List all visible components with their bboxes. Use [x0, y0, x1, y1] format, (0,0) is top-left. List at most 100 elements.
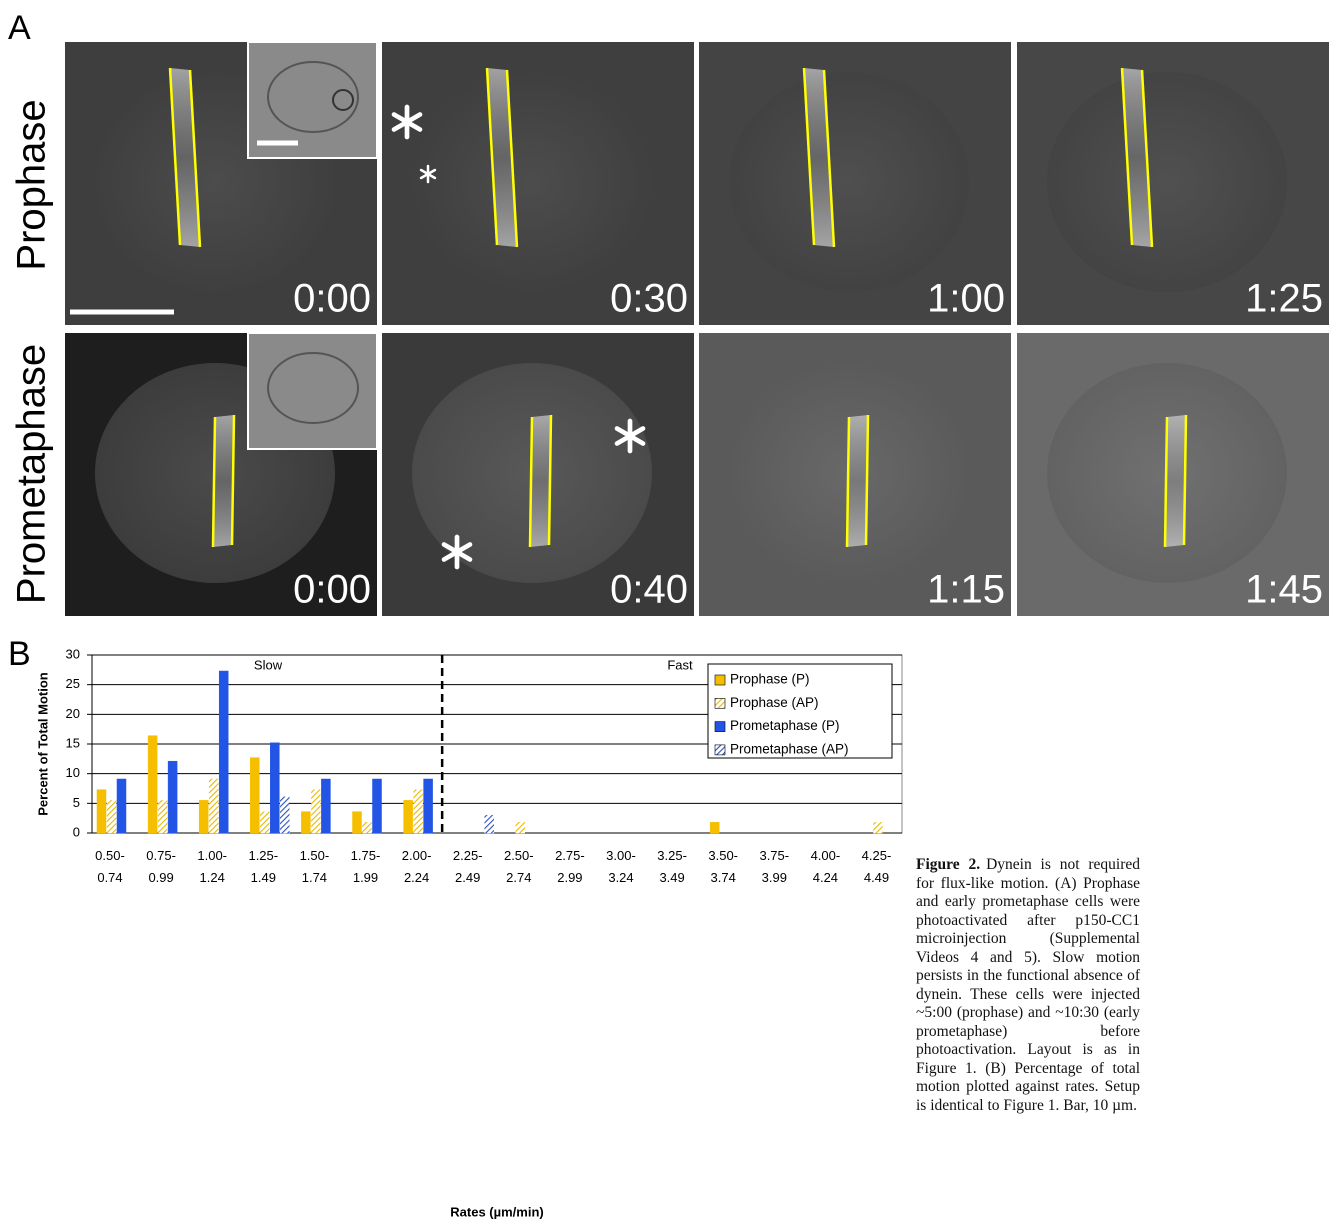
asterisk: [419, 164, 437, 184]
bar: [403, 800, 413, 834]
yellow-line: [802, 67, 816, 246]
spindle: [530, 415, 551, 547]
y-tick-label: 0: [73, 824, 80, 839]
timestamp: 1:45: [1245, 568, 1323, 612]
bar: [311, 789, 321, 834]
bar: [301, 811, 311, 834]
y-tick-label: 5: [73, 795, 80, 810]
x-tick-label: 3.50-3.74: [708, 848, 738, 885]
x-tick-label: 0.75-0.99: [146, 848, 176, 885]
cell-glow: [1047, 72, 1287, 292]
panel-label: B: [8, 635, 31, 673]
legend-label: Prophase (AP): [730, 695, 819, 710]
bar: [484, 814, 494, 834]
timestamp: 0:00: [293, 277, 371, 321]
legend-swatch: [714, 744, 726, 756]
legend-box: [707, 663, 893, 759]
asterisk-stroke: [419, 168, 437, 180]
x-tick-label: 4.25-4.49: [862, 848, 892, 885]
x-axis-label: Rates (µm/min): [450, 1204, 543, 1219]
micrographs: 0:00 0:30 1:00 1:25 0:00 0:40 1:15 1:45: [65, 41, 1329, 616]
yellow-line: [845, 416, 851, 548]
asterisk-stroke: [441, 542, 473, 562]
yellow-line: [864, 414, 870, 546]
bar: [106, 800, 117, 834]
y-tick-label: 25: [66, 676, 80, 691]
bar: [157, 800, 168, 834]
bar: [198, 800, 209, 834]
y-tick-label: 10: [66, 765, 80, 780]
spindle: [1165, 415, 1186, 547]
bar: [280, 796, 290, 834]
x-tick-label: 1.00-1.24: [197, 848, 227, 885]
yellow-line: [528, 416, 534, 548]
inset-cell: [267, 352, 359, 424]
bar: [709, 822, 720, 834]
timestamp: 1:25: [1245, 277, 1323, 321]
yellow-line: [1120, 67, 1134, 246]
asterisk-stroke: [614, 426, 646, 446]
x-tick-label: 0.50-0.74: [95, 848, 125, 885]
row-label: Prometaphase: [10, 344, 54, 604]
y-tick-label: 20: [66, 706, 80, 721]
y-axis-label: Percent of Total Motion: [35, 672, 50, 816]
bar: [116, 778, 127, 834]
yellow-line: [505, 69, 519, 248]
spindle: [170, 68, 200, 247]
yellow-line: [188, 69, 202, 248]
caption-text: Dynein is not required for flux-like mot…: [916, 856, 1141, 1114]
spindle: [213, 415, 234, 547]
cell-glow: [412, 72, 652, 292]
x-tick-label: 3.25-3.49: [657, 848, 687, 885]
x-tick-label: 2.50-2.74: [504, 848, 534, 885]
caption: Figure 2. Dynein is not required for flux…: [916, 856, 1140, 1115]
asterisk: [391, 104, 423, 140]
x-tick-label: 1.50-1.74: [300, 848, 330, 885]
yellow-line: [168, 67, 182, 246]
x-tick-label: 2.00-2.24: [402, 848, 432, 885]
yellow-line: [1182, 414, 1188, 546]
bar: [96, 789, 107, 834]
bar: [321, 778, 331, 834]
bar: [270, 742, 280, 834]
yellow-line: [485, 67, 499, 246]
chart: 0 5 10 15 20 25 30 Percent of Total Motion Rates…: [35, 646, 903, 1219]
timestamp: 0:40: [610, 568, 688, 612]
caption-label: Figure 2.: [916, 856, 981, 873]
x-tick-label: 2.25-2.49: [453, 848, 483, 885]
yellow-line: [1163, 416, 1169, 548]
spindle: [1122, 68, 1152, 247]
x-tick-label: 1.75-1.99: [351, 848, 381, 885]
timestamp: 0:30: [610, 277, 688, 321]
spindle: [804, 68, 834, 247]
asterisk: [441, 534, 473, 570]
bar: [260, 811, 270, 834]
timestamp: 0:00: [293, 568, 371, 612]
asterisk-stroke: [391, 112, 423, 132]
x-tick-label: 3.00-3.24: [606, 848, 636, 885]
bar: [352, 811, 362, 834]
cell-glow: [729, 72, 969, 292]
annotation: Fast: [667, 657, 693, 672]
yellow-line: [230, 414, 236, 546]
legend-label: Prophase (P): [730, 672, 810, 687]
yellow-line: [1140, 69, 1154, 248]
inset-nucleolus: [332, 89, 354, 111]
annotation: Slow: [254, 657, 283, 672]
x-tick-label: 4.00-4.24: [811, 848, 841, 885]
bar: [218, 670, 229, 834]
asterisk: [614, 418, 646, 454]
x-tick-label: 1.25-1.49: [248, 848, 278, 885]
legend-label: Prometaphase (P): [730, 718, 840, 733]
legend-swatch: [714, 721, 726, 732]
timestamp: 1:15: [927, 568, 1005, 612]
legend-label: Prometaphase (AP): [730, 741, 849, 756]
yellow-line: [211, 416, 217, 548]
legend-swatch: [714, 697, 726, 709]
timestamp: 1:00: [927, 277, 1005, 321]
y-tick-label: 30: [66, 646, 80, 661]
spindle: [847, 415, 868, 547]
legend-swatch: [714, 674, 726, 686]
